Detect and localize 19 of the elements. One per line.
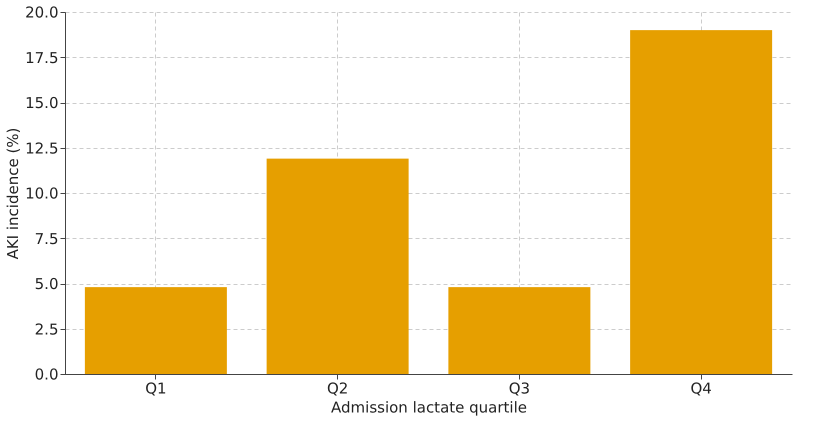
x-tick-label: Q3	[508, 380, 530, 398]
y-tick-label: 2.5	[34, 320, 58, 338]
y-tick-label: 7.5	[34, 230, 58, 248]
x-tick-label: Q1	[145, 380, 167, 398]
x-axis-title: Admission lactate quartile	[331, 398, 527, 416]
y-tick-label: 0.0	[34, 366, 58, 384]
y-axis-title: AKI incidence (%)	[4, 128, 22, 260]
y-tick-label: 10.0	[25, 184, 58, 202]
y-tick-label: 20.0	[25, 4, 58, 22]
x-tick-label: Q2	[326, 380, 348, 398]
y-tick-label: 17.5	[25, 48, 58, 67]
y-tick-label: 12.5	[25, 139, 58, 158]
y-tick-label: 15.0	[25, 94, 58, 112]
bar	[448, 287, 590, 374]
x-tick-label: Q4	[690, 380, 712, 398]
y-tick-label: 5.0	[34, 275, 58, 293]
bar	[84, 287, 227, 374]
bar	[266, 158, 409, 374]
bar	[630, 30, 772, 374]
